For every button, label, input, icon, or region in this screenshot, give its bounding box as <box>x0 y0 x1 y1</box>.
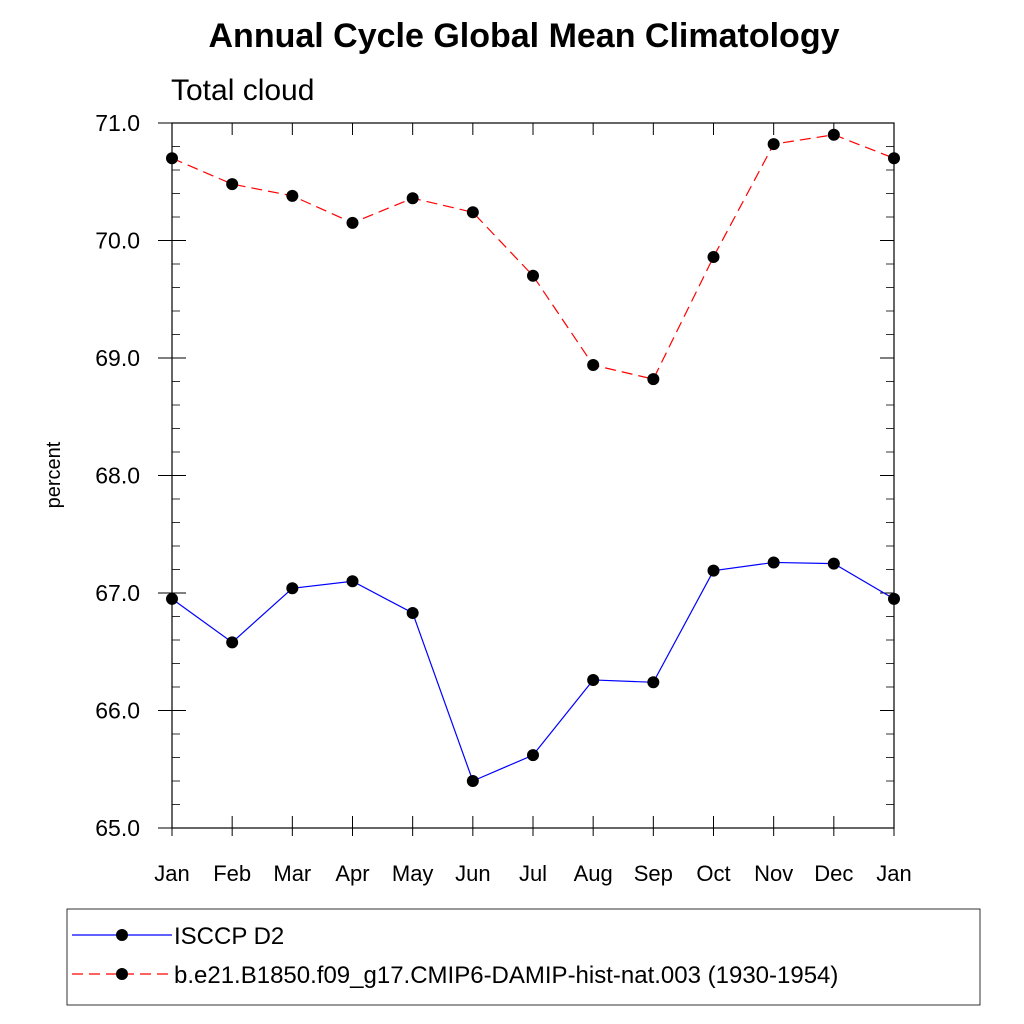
series-2-point <box>587 359 600 372</box>
y-tick-label: 70.0 <box>95 228 140 254</box>
series-2-point <box>767 138 780 151</box>
series-1-point <box>767 556 780 569</box>
series-1-point <box>346 575 359 588</box>
y-tick-label: 71.0 <box>95 110 140 136</box>
series-1-point <box>466 775 479 787</box>
chart-subtitle: Total cloud <box>171 74 314 107</box>
x-tick-label: May <box>392 861 434 886</box>
series-1-point <box>286 582 299 595</box>
legend-marker-2 <box>116 968 128 980</box>
y-tick-label: 67.0 <box>95 580 140 606</box>
series-2-point <box>286 189 299 202</box>
series-1-point <box>707 564 720 577</box>
legend-box <box>66 908 981 1006</box>
y-tick-label: 66.0 <box>95 698 140 724</box>
y-tick-label: 65.0 <box>95 815 140 841</box>
series-1-point <box>647 676 660 689</box>
x-tick-label: Jan <box>876 861 911 886</box>
series-2-point <box>406 192 419 205</box>
y-tick-label: 68.0 <box>95 463 140 489</box>
chart-title: Annual Cycle Global Mean Climatology <box>209 17 840 55</box>
series-layer <box>166 128 900 787</box>
x-tick-label: Oct <box>696 861 730 886</box>
x-tick-label: Apr <box>335 861 369 886</box>
series-line-1 <box>171 561 895 782</box>
series-2-point <box>466 206 479 219</box>
legend: ISCCP D2 b.e21.B1850.f09_g17.CMIP6-DAMIP-… <box>66 908 981 1006</box>
x-tick-label: Nov <box>754 861 793 886</box>
legend-items: ISCCP D2 b.e21.B1850.f09_g17.CMIP6-DAMIP-… <box>72 923 838 989</box>
series-2-point <box>527 269 539 282</box>
series-1-point <box>827 557 840 570</box>
x-tick-label: Jun <box>455 861 490 886</box>
plot-frame <box>171 122 895 829</box>
x-tick-label: Mar <box>273 861 311 886</box>
series-1-point <box>587 673 600 686</box>
series-2-point <box>647 373 660 386</box>
series-2-point <box>707 250 720 263</box>
series-1-point <box>888 592 900 605</box>
x-tick-label: Jan <box>154 861 189 886</box>
y-tick-label: 69.0 <box>95 345 140 371</box>
x-tick-label: Jul <box>519 861 547 886</box>
x-tick-label: Aug <box>574 861 613 886</box>
series-1-point <box>406 606 419 619</box>
series-line-2 <box>171 134 895 380</box>
series-1-point <box>527 749 539 762</box>
series-1-point <box>226 636 239 649</box>
legend-marker-1 <box>116 929 128 941</box>
x-tick-label: Sep <box>634 861 673 886</box>
legend-label-1: ISCCP D2 <box>174 923 284 950</box>
series-2-point <box>827 128 840 141</box>
x-tick-label: Feb <box>213 861 251 886</box>
axes: Jan Feb Mar Apr May Jun Jul Aug Sep Oct Nov Dec Jan 6… <box>95 110 912 886</box>
series-2-point <box>226 178 239 191</box>
series-2-point <box>166 152 178 165</box>
series-2-point <box>346 216 359 229</box>
y-axis-label: percent <box>43 441 65 508</box>
x-tick-label: Dec <box>814 861 853 886</box>
legend-label-2: b.e21.B1850.f09_g17.CMIP6-DAMIP-hist-nat… <box>174 962 838 989</box>
series-2-point <box>888 152 900 165</box>
series-1-point <box>166 592 178 605</box>
